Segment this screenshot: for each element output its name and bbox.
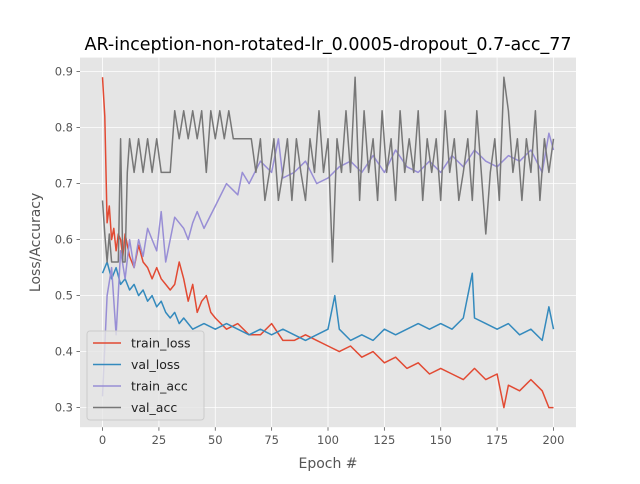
y-tick-label: 0.6 — [55, 233, 73, 247]
y-axis-label: Loss/Accuracy — [28, 193, 44, 292]
y-tick-label: 0.5 — [55, 289, 73, 303]
legend-label-val-acc: val_acc — [131, 400, 177, 415]
legend: train_loss val_loss train_acc val_acc — [86, 330, 205, 421]
series-line-val-acc — [101, 76, 555, 263]
series-line-train-loss — [101, 77, 554, 409]
x-tick-label: 75 — [264, 433, 279, 447]
y-tick-label: 0.4 — [55, 345, 73, 359]
y-tick-label: 0.9 — [55, 65, 73, 79]
legend-box — [86, 330, 205, 421]
legend-label-val-loss: val_loss — [131, 357, 180, 372]
x-axis-label: Epoch # — [298, 456, 357, 472]
legend-label-train-loss: train_loss — [131, 336, 191, 351]
series-line-train-acc — [101, 132, 555, 397]
series-line-val-loss — [101, 261, 555, 342]
y-tick-label: 0.3 — [55, 401, 73, 415]
series-layer — [101, 76, 555, 409]
grid-lines — [80, 57, 576, 428]
axis-ticks: 0 25 50 75 100 125 150 175 200 0.3 0.4 0.5 0.6 0.7 0.8… — [55, 65, 565, 448]
x-tick-label: 25 — [152, 433, 167, 447]
x-tick-label: 175 — [486, 433, 508, 447]
y-tick-label: 0.7 — [55, 177, 73, 191]
legend-label-train-acc: train_acc — [131, 379, 188, 394]
x-tick-label: 125 — [373, 433, 395, 447]
chart-title: AR-inception-non-rotated-lr_0.0005-dropo… — [84, 35, 571, 55]
x-tick-label: 0 — [99, 433, 106, 447]
x-tick-label: 200 — [542, 433, 564, 447]
x-tick-label: 150 — [430, 433, 452, 447]
y-tick-label: 0.8 — [55, 121, 73, 135]
x-tick-label: 100 — [317, 433, 339, 447]
x-tick-label: 50 — [208, 433, 223, 447]
